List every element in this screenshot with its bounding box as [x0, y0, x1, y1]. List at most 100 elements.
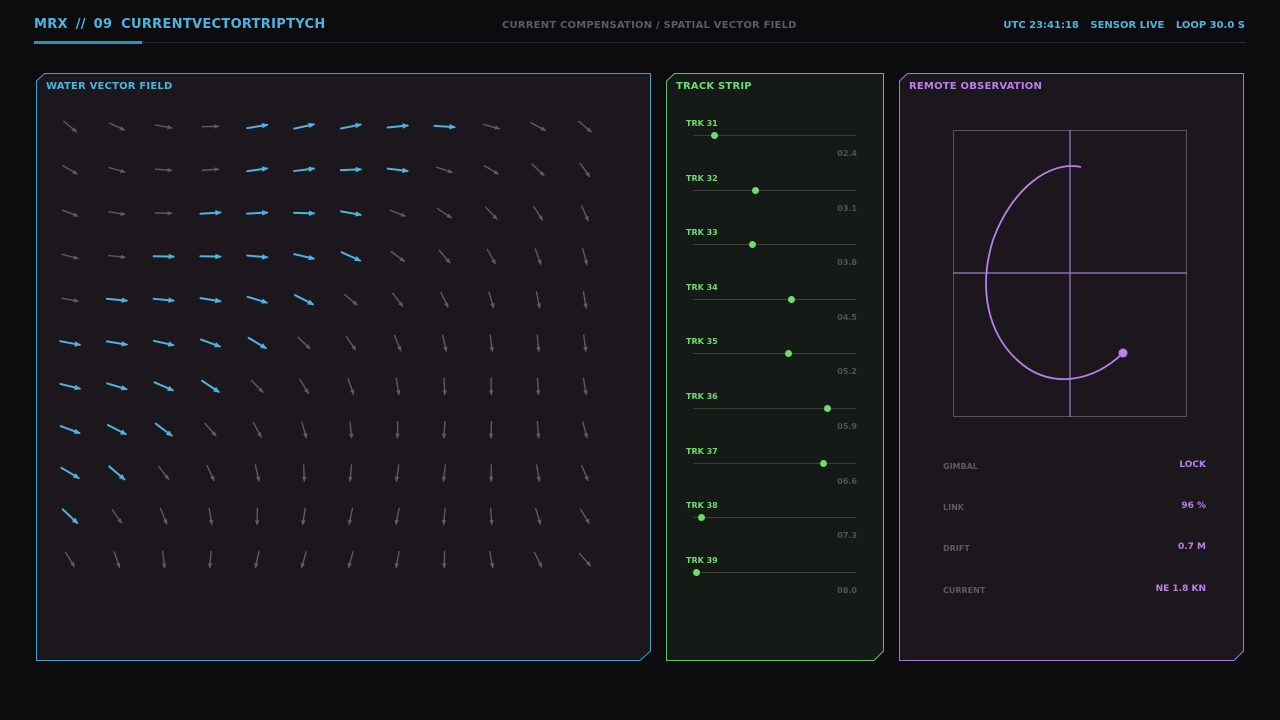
- vector-arrow-icon: [59, 382, 82, 391]
- vector-arrow-icon: [246, 210, 269, 216]
- track-value: 05.2: [837, 367, 857, 376]
- track-label: TRK 32: [686, 174, 718, 183]
- track-row[interactable]: TRK 34 04.5: [686, 283, 858, 329]
- target-marker[interactable]: [1118, 348, 1128, 358]
- track-slider-rail: [693, 463, 856, 464]
- vector-arrow-icon: [254, 507, 260, 526]
- track-slider-handle[interactable]: [784, 350, 792, 357]
- sensor-status: SENSOR LIVE: [1090, 20, 1165, 31]
- track-slider-rail: [693, 135, 856, 136]
- vector-field: [59, 120, 593, 569]
- track-row[interactable]: TRK 36 05.9: [686, 392, 858, 438]
- header-divider-accent: [34, 41, 142, 44]
- vector-arrow-icon: [536, 377, 541, 396]
- vector-arrow-icon: [301, 464, 307, 483]
- vector-arrow-icon: [436, 166, 454, 174]
- readout-row: CURRENT NE 1.8 KN: [943, 584, 1206, 598]
- track-slider-handle[interactable]: [698, 514, 706, 521]
- vector-arrow-icon: [581, 464, 589, 482]
- vector-arrow-icon: [108, 254, 127, 259]
- vector-arrow-icon: [394, 507, 400, 526]
- track-row[interactable]: TRK 33 03.8: [686, 228, 858, 274]
- vector-arrow-icon: [301, 507, 306, 526]
- vector-arrow-icon: [59, 340, 82, 347]
- vector-arrow-icon: [62, 165, 79, 175]
- track-value: 05.9: [837, 422, 857, 431]
- vector-arrow-icon: [536, 334, 541, 353]
- track-slider-handle[interactable]: [820, 460, 828, 467]
- track-row[interactable]: TRK 38 07.3: [686, 501, 858, 547]
- vector-arrow-icon: [484, 206, 498, 220]
- track-label: TRK 33: [686, 228, 718, 237]
- vector-arrow-icon: [208, 507, 214, 526]
- track-label: TRK 34: [686, 283, 718, 292]
- vector-arrow-icon: [204, 422, 217, 437]
- vector-arrow-icon: [441, 507, 447, 526]
- track-slider-handle[interactable]: [711, 132, 719, 139]
- loop-interval: LOOP 30.0 S: [1175, 20, 1245, 31]
- vector-arrow-icon: [207, 550, 213, 569]
- vector-arrow-icon: [199, 210, 222, 216]
- track-slider-rail: [693, 353, 856, 354]
- track-slider-handle[interactable]: [823, 405, 831, 412]
- track-slider-handle[interactable]: [787, 296, 795, 303]
- vector-arrow-icon: [152, 339, 175, 347]
- header-divider: [34, 42, 1246, 43]
- vector-arrow-icon: [297, 336, 311, 350]
- vector-arrow-icon: [536, 420, 541, 440]
- vector-arrow-icon: [154, 167, 174, 173]
- track-label: TRK 35: [686, 337, 718, 346]
- vector-arrow-icon: [154, 210, 174, 216]
- track-slider-handle[interactable]: [751, 187, 759, 194]
- title-separator: //: [75, 17, 86, 32]
- vector-arrow-icon: [63, 120, 78, 133]
- vector-arrow-icon: [152, 297, 176, 303]
- track-row[interactable]: TRK 37 06.6: [686, 447, 858, 493]
- track-value: 06.6: [837, 477, 857, 486]
- panel-title: WATER VECTOR FIELD: [46, 81, 173, 92]
- track-row[interactable]: TRK 32 03.1: [686, 174, 858, 220]
- status-bar: UTC 23:41:18 SENSOR LIVE LOOP 30.0 S: [995, 20, 1245, 31]
- readout-key: CURRENT: [943, 586, 986, 595]
- track-row[interactable]: TRK 35 05.2: [686, 337, 858, 383]
- vector-arrow-icon: [389, 209, 407, 217]
- track-value: 08.0: [837, 586, 857, 595]
- vector-arrow-icon: [106, 424, 128, 436]
- vector-arrow-icon: [201, 124, 220, 129]
- track-slider-handle[interactable]: [693, 569, 701, 576]
- track-value: 02.4: [837, 149, 857, 158]
- vector-arrow-icon: [206, 464, 215, 482]
- drift-trajectory: [985, 165, 1124, 380]
- vector-arrow-icon: [157, 465, 170, 481]
- vector-arrow-icon: [442, 550, 447, 569]
- vector-arrow-icon: [113, 551, 121, 569]
- vector-arrow-icon: [339, 166, 363, 173]
- track-row[interactable]: TRK 31 02.4: [686, 119, 858, 165]
- vector-arrow-icon: [293, 210, 316, 216]
- vector-arrow-icon: [294, 294, 315, 306]
- vector-arrow-icon: [394, 550, 400, 569]
- vector-arrow-icon: [250, 379, 264, 394]
- vector-arrow-icon: [152, 253, 176, 260]
- vector-arrow-icon: [441, 420, 447, 440]
- vector-arrow-icon: [199, 297, 222, 304]
- vector-arrow-icon: [201, 379, 220, 393]
- vector-arrow-icon: [535, 291, 541, 310]
- vector-arrow-icon: [247, 336, 268, 350]
- vector-arrow-icon: [345, 335, 357, 351]
- track-value: 04.5: [837, 313, 857, 322]
- track-label: TRK 38: [686, 501, 718, 510]
- vector-arrow-icon: [343, 293, 359, 306]
- vector-arrow-icon: [60, 466, 80, 479]
- vector-arrow-icon: [105, 297, 129, 303]
- app-module-name: CURRENTVECTORTRIPTYCH: [121, 17, 326, 32]
- utc-clock: UTC 23:41:18: [1003, 20, 1079, 31]
- vector-arrow-icon: [61, 297, 80, 303]
- track-row[interactable]: TRK 39 08.0: [686, 556, 858, 602]
- readout-key: GIMBAL: [943, 462, 978, 471]
- vector-arrow-icon: [582, 247, 588, 266]
- track-slider-handle[interactable]: [748, 241, 756, 248]
- vector-arrow-icon: [533, 551, 543, 569]
- observation-scope: [953, 130, 1187, 417]
- vector-arrow-icon: [155, 124, 173, 130]
